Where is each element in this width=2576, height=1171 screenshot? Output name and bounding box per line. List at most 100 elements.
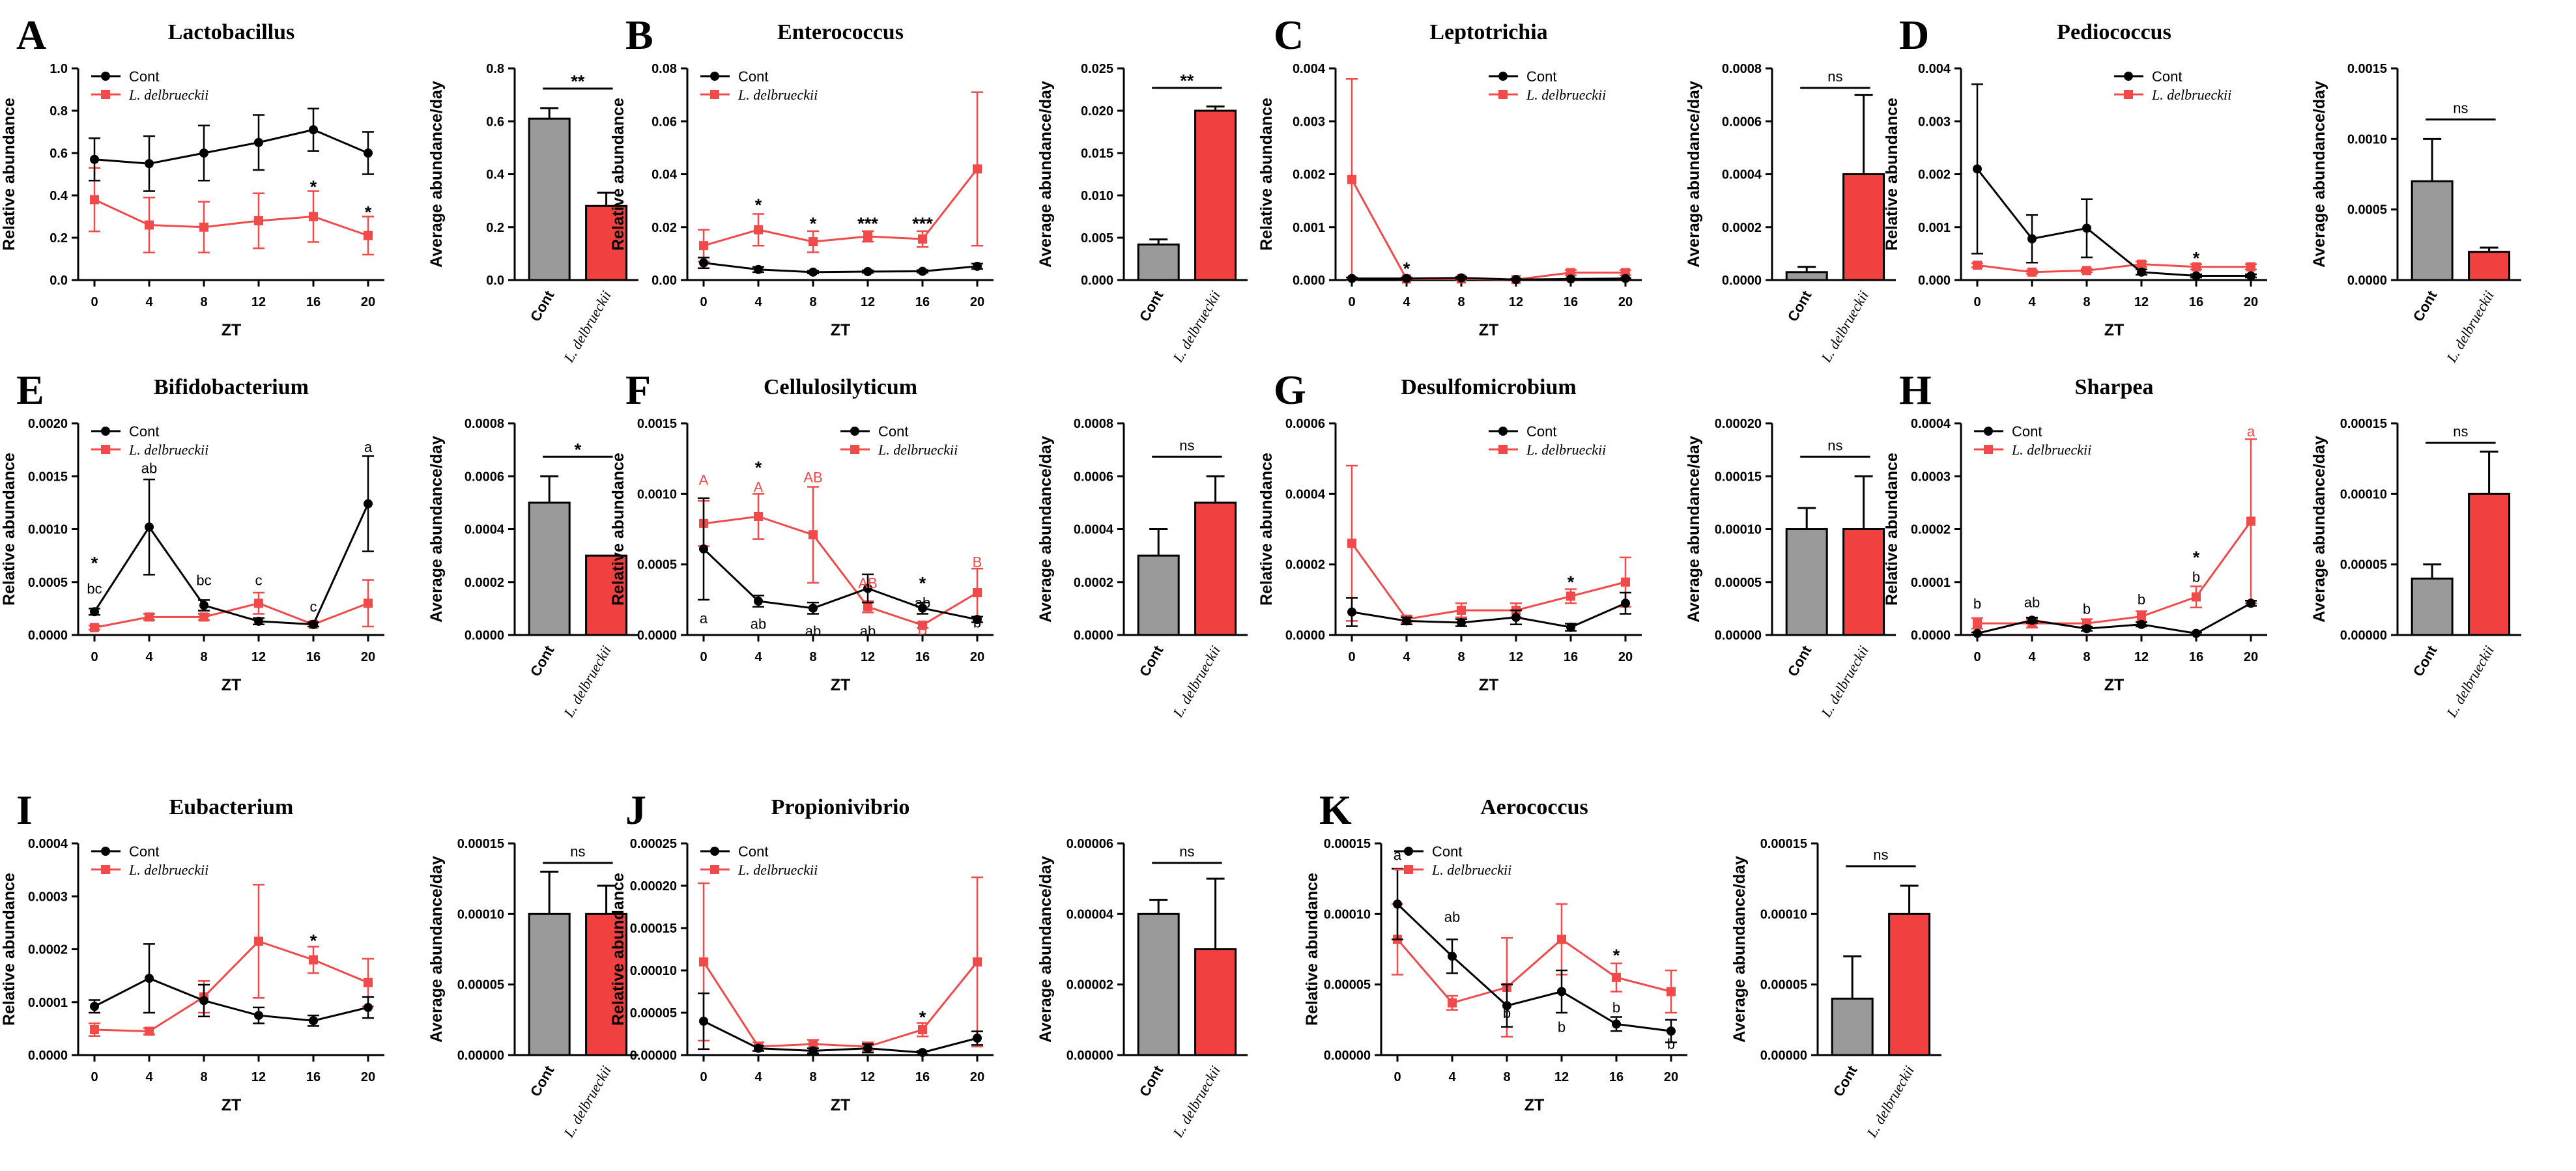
panel-letter-I: I xyxy=(16,787,33,833)
data-point xyxy=(809,237,818,247)
legend-label-treat: L. delbrueckii xyxy=(128,87,208,103)
bar-cont xyxy=(1785,528,1828,636)
sig-label: ns xyxy=(2453,100,2468,116)
x-tick-label: 20 xyxy=(970,1070,984,1084)
bar-y-axis-label: Average abundance/day xyxy=(1037,856,1055,1043)
panel-title-H: Sharpea xyxy=(2075,375,2154,399)
series-treat xyxy=(698,876,983,1052)
data-point xyxy=(309,955,318,965)
panel-J: J Propionivibrio 0.00000 0.00005 0.00010 0.00… xyxy=(609,787,1248,1140)
x-tick-label: 16 xyxy=(1564,650,1578,664)
y-tick-label: 0.0005 xyxy=(637,558,677,572)
y-tick-label: 0.00015 xyxy=(630,922,677,936)
bar-category-label: Cont xyxy=(527,287,558,324)
sig-label: ns xyxy=(1827,68,1842,85)
x-tick-label: 4 xyxy=(754,295,762,309)
bar-treat xyxy=(585,554,628,636)
x-tick-label: 4 xyxy=(145,1070,153,1084)
bar-category-label: L. delbrueckii xyxy=(1818,288,1872,365)
panel-letter-K: K xyxy=(1319,787,1352,833)
data-point xyxy=(1566,591,1575,601)
data-point xyxy=(1511,612,1521,622)
legend-label-treat: L. delbrueckii xyxy=(1526,442,1606,458)
y-tick-label: 0.0020 xyxy=(28,417,68,431)
data-point xyxy=(1393,899,1402,909)
series-line xyxy=(1977,520,2252,625)
bar-y-axis-label: Average abundance/day xyxy=(2310,81,2328,268)
bar-category-label: Cont xyxy=(2410,287,2440,324)
data-point xyxy=(309,125,318,135)
bar-y-tick-label: 0.0002 xyxy=(465,576,504,590)
bar-category-label: Cont xyxy=(1830,1062,1861,1099)
legend: Cont L. delbrueckii xyxy=(91,423,208,458)
bar-y-tick-label: 0.00015 xyxy=(2340,417,2387,431)
x-tick-label: 8 xyxy=(200,650,207,664)
y-tick-label: 0.0000 xyxy=(637,628,677,643)
data-point xyxy=(973,588,982,597)
legend: Cont L. delbrueckii xyxy=(1489,68,1606,103)
legend: Cont L. delbrueckii xyxy=(700,68,818,103)
sig-label: ** xyxy=(1180,71,1194,91)
x-tick-label: 8 xyxy=(200,295,207,309)
annotation-label: * xyxy=(1613,946,1620,965)
x-axis-label: ZT xyxy=(2104,321,2125,339)
legend-label-cont: Cont xyxy=(1526,68,1556,85)
data-point xyxy=(1347,274,1356,283)
x-tick-label: 0 xyxy=(1394,1070,1401,1084)
data-point xyxy=(254,616,263,626)
y-tick-label: 0.02 xyxy=(651,221,677,235)
data-point xyxy=(364,231,373,240)
data-point xyxy=(754,225,763,234)
series-treat xyxy=(698,91,983,262)
annotation-label: * xyxy=(755,458,762,477)
bar-y-tick-label: 0.00005 xyxy=(457,978,504,993)
series-cont xyxy=(1971,83,2257,281)
legend-marker-treat xyxy=(1984,445,1993,454)
x-tick-label: 8 xyxy=(1457,650,1465,664)
y-tick-label: 0.00005 xyxy=(630,1006,677,1021)
y-axis-label: Relative abundance xyxy=(1257,98,1276,251)
y-tick-label: 0.0002 xyxy=(1911,523,1951,537)
annotation-label: b xyxy=(1612,999,1620,1015)
panel-letter-H: H xyxy=(1899,367,1932,413)
y-tick-label: 0.4 xyxy=(50,189,68,203)
panel-G: G Desulfomicrobium 0.0000 0.0002 0.0004 0.000… xyxy=(1257,367,1896,720)
x-tick-label: 8 xyxy=(809,1070,816,1084)
bar-cont xyxy=(528,117,571,281)
data-point xyxy=(90,1025,99,1034)
data-point xyxy=(2246,271,2255,281)
panel-title-F: Cellulosilyticum xyxy=(764,375,917,399)
data-point xyxy=(145,522,154,532)
y-axis-label: Relative abundance xyxy=(1883,98,1901,251)
data-point xyxy=(809,1039,818,1049)
panel-title-C: Leptotrichia xyxy=(1429,20,1547,44)
bar-y-tick-label: 0.0010 xyxy=(2347,132,2387,147)
data-point xyxy=(699,258,708,268)
bar-y-tick-label: 0.00005 xyxy=(1760,978,1807,993)
series-treat xyxy=(1346,78,1631,285)
bar-cont xyxy=(1785,271,1828,281)
series-treat xyxy=(698,486,983,630)
data-point xyxy=(1457,606,1466,615)
bar-y-tick-label: 0.005 xyxy=(1081,231,1113,246)
bar-y-axis-label: Average abundance/day xyxy=(1730,856,1749,1043)
series-treat xyxy=(89,579,374,632)
bar-y-tick-label: 0.0 xyxy=(486,274,504,288)
x-tick-label: 12 xyxy=(2134,295,2149,309)
y-tick-label: 0.0005 xyxy=(28,576,68,590)
bar-y-tick-label: 0.0004 xyxy=(1074,523,1114,537)
bar-y-tick-label: 0.00000 xyxy=(1760,1049,1807,1063)
legend: Cont L. delbrueckii xyxy=(2114,68,2231,103)
y-tick-label: 0.8 xyxy=(50,104,68,119)
y-axis-label: Relative abundance xyxy=(1257,453,1276,606)
data-point xyxy=(1457,618,1466,628)
bar-y-tick-label: 0.2 xyxy=(486,221,504,235)
series-cont xyxy=(1346,273,1631,285)
series-line xyxy=(703,515,978,627)
x-tick-label: 16 xyxy=(915,650,930,664)
panel-letter-G: G xyxy=(1274,367,1306,413)
data-point xyxy=(2082,223,2091,233)
data-point xyxy=(199,612,208,622)
x-tick-label: 12 xyxy=(861,295,875,309)
sig-label: ns xyxy=(1179,843,1194,860)
